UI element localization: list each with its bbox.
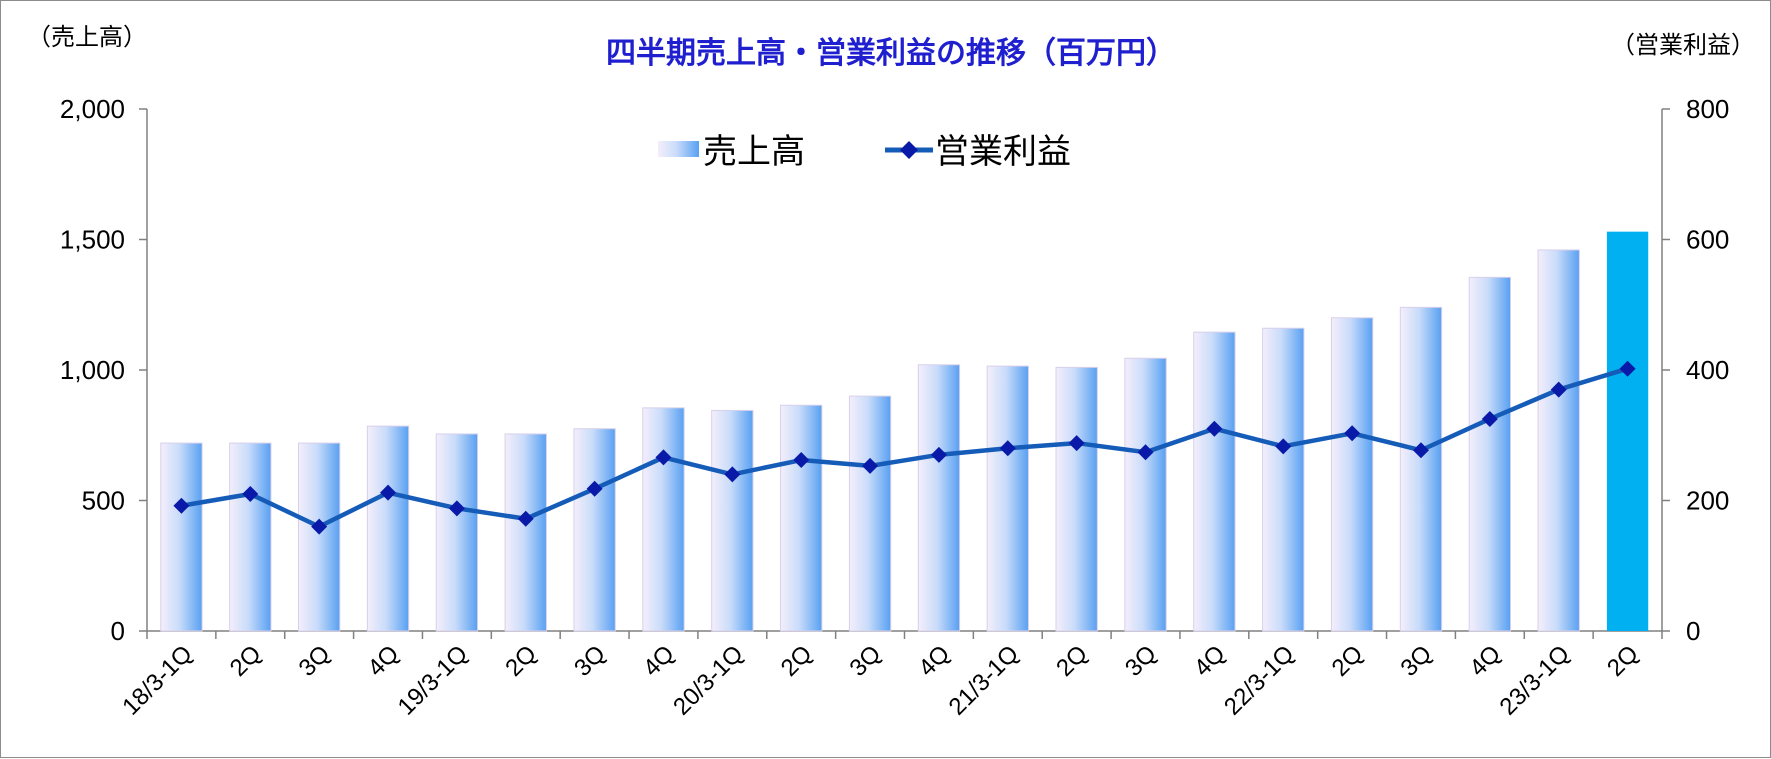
sales-bar: [1330, 317, 1374, 632]
profit-series-line: [181, 366, 1629, 529]
category-label: 3Q: [1120, 640, 1162, 682]
sales-bar: [160, 442, 203, 632]
profit-point: [1619, 360, 1636, 377]
category-label: 4Q: [1464, 640, 1506, 682]
sales-bar: [366, 425, 410, 632]
profit-point: [1206, 420, 1223, 437]
profit-line: [173, 360, 1636, 535]
profit-point: [1412, 442, 1429, 459]
left-axis-unit: （売上高）: [27, 23, 147, 51]
left-tick-label: 2,000: [60, 94, 125, 124]
chart-title: 四半期売上高・営業利益の推移（百万円）: [606, 36, 1176, 71]
category-label: 21/3-1Q: [944, 640, 1024, 720]
legend-bar-swatch: [658, 141, 699, 157]
category-label: 22/3-1Q: [1219, 640, 1299, 720]
category-label: 18/3-1Q: [117, 640, 197, 720]
profit-point: [1137, 444, 1154, 461]
category-label: 19/3-1Q: [393, 640, 473, 720]
sales-bar: [986, 365, 1029, 632]
right-tick-label: 600: [1686, 225, 1729, 255]
sales-bar: [848, 395, 892, 632]
right-axis-unit: （営業利益）: [1611, 31, 1755, 59]
sales-bar: [435, 433, 479, 632]
profit-point: [1550, 381, 1567, 398]
sales-bar: [1193, 331, 1236, 632]
category-label: 2Q: [500, 640, 542, 682]
left-tick-label: 1,000: [60, 355, 125, 385]
profit-point: [311, 518, 328, 535]
legend-marker-swatch: [900, 141, 918, 159]
sales-bar: [711, 409, 754, 632]
category-label: 4Q: [363, 640, 405, 682]
left-axis-ticks: 0 500 1,000 1,500 2,000: [60, 94, 147, 646]
sales-bar: [1262, 327, 1305, 632]
legend: 売上高 営業利益: [658, 132, 1071, 172]
category-label: 4Q: [638, 640, 680, 682]
profit-point: [242, 485, 259, 502]
category-label: 4Q: [913, 640, 955, 682]
profit-point: [1068, 435, 1085, 452]
sales-bar: [780, 404, 823, 632]
right-axis-ticks: 0 200 400 600 800: [1662, 94, 1729, 646]
sales-bar: [504, 433, 547, 632]
category-label: 2Q: [225, 640, 267, 682]
sales-bars: [160, 231, 1649, 632]
category-label: 3Q: [845, 640, 887, 682]
left-tick-label: 0: [111, 616, 125, 646]
profit-point: [586, 480, 603, 497]
right-tick-label: 400: [1686, 355, 1729, 385]
profit-point: [173, 497, 190, 514]
category-label: 2Q: [1051, 640, 1093, 682]
profit-point: [930, 446, 947, 463]
profit-point: [1275, 438, 1292, 455]
category-label: 3Q: [1395, 640, 1437, 682]
profit-point: [862, 457, 879, 474]
profit-point: [517, 510, 534, 527]
category-label: 4Q: [1189, 640, 1231, 682]
sales-bar: [1537, 249, 1580, 632]
profit-point: [655, 449, 672, 466]
sales-bar: [642, 407, 685, 632]
sales-bar: [573, 428, 616, 632]
sales-bar: [1055, 366, 1098, 632]
category-label: 23/3-1Q: [1495, 640, 1575, 720]
legend-label-sales: 売上高: [703, 132, 805, 172]
sales-bar: [229, 442, 272, 632]
profit-point: [1344, 425, 1361, 442]
profit-point: [724, 466, 741, 483]
category-label: 2Q: [1327, 640, 1369, 682]
category-label: 3Q: [294, 640, 336, 682]
right-tick-label: 800: [1686, 94, 1729, 124]
profit-point: [380, 484, 397, 501]
sales-bar: [1606, 231, 1649, 632]
sales-bar: [917, 364, 961, 632]
sales-bar: [298, 442, 341, 632]
profit-point: [448, 500, 465, 517]
sales-bar: [1124, 357, 1167, 632]
left-tick-label: 1,500: [60, 225, 125, 255]
profit-point: [1481, 410, 1498, 427]
category-label: 20/3-1Q: [668, 640, 748, 720]
sales-bar: [1399, 306, 1443, 632]
sales-bar: [1468, 276, 1511, 632]
legend-label-profit: 営業利益: [935, 132, 1071, 172]
right-tick-label: 200: [1686, 486, 1729, 516]
profit-point: [999, 440, 1016, 457]
category-label: 2Q: [1602, 640, 1644, 682]
category-label: 3Q: [569, 640, 611, 682]
left-tick-label: 500: [82, 486, 125, 516]
right-tick-label: 0: [1686, 616, 1700, 646]
profit-point: [793, 452, 810, 469]
category-label: 2Q: [776, 640, 818, 682]
